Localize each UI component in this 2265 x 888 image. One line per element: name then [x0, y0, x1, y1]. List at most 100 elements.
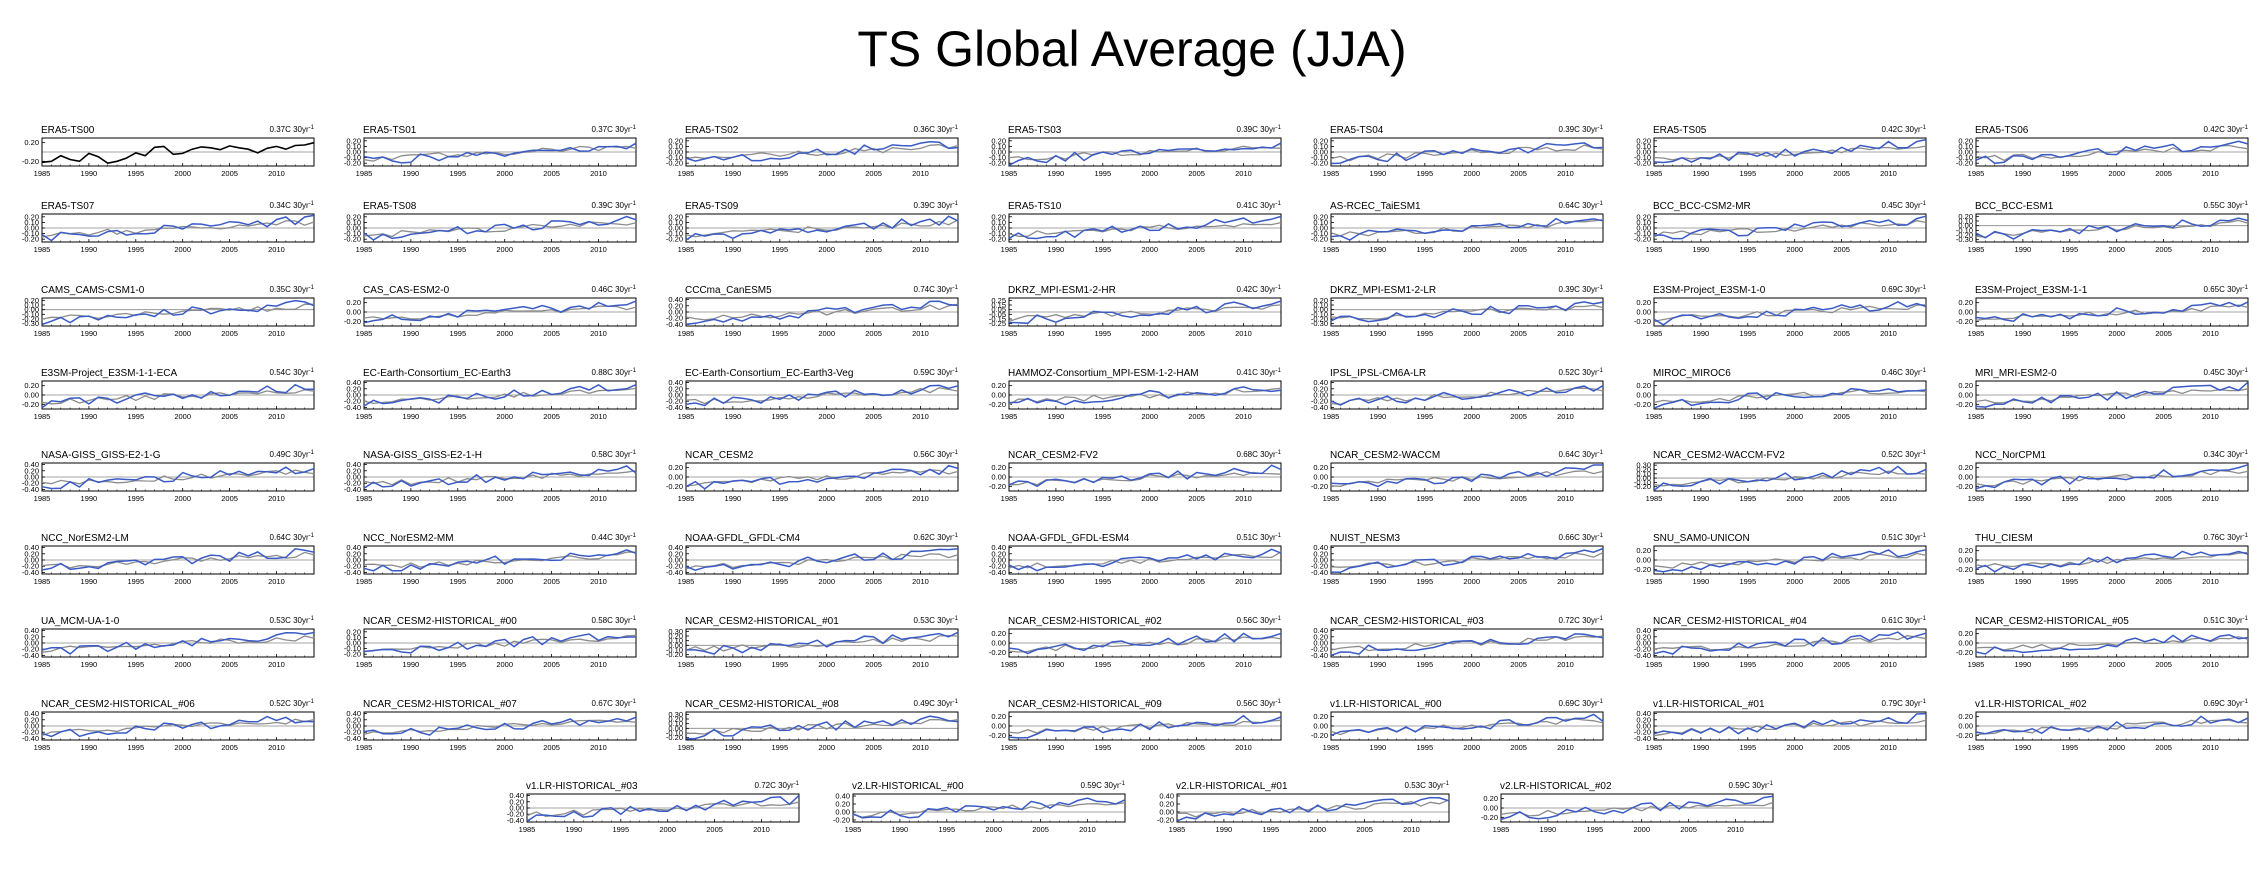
x-tick-label: 1985: [1646, 577, 1663, 586]
y-tick-label: 0.20: [1958, 463, 1973, 472]
x-tick-label: 1990: [403, 329, 420, 338]
y-tick-label: -0.20: [1311, 731, 1328, 740]
series-model: [1975, 301, 2249, 322]
y-tick-label: 0.20: [346, 466, 361, 475]
panel-trend: 0.56C 30yr-1: [1237, 616, 1282, 625]
x-tick-label: 1990: [2015, 577, 2032, 586]
y-tick-label: 0.40: [668, 295, 683, 304]
series-model: [1008, 142, 1282, 166]
series-observation: [363, 551, 637, 568]
x-tick-label: 1990: [1693, 169, 1710, 178]
series-observation: [363, 145, 637, 162]
panel-title: CCCma_CanESM5: [685, 285, 772, 296]
y-tick-label: 0.20: [1958, 546, 1973, 555]
x-tick-label: 2005: [1188, 169, 1205, 178]
x-tick-label: 2000: [818, 494, 835, 503]
y-tick-label: 0.20: [991, 136, 1006, 145]
x-tick-label: 1995: [1739, 329, 1756, 338]
x-tick-label: 2005: [1833, 494, 1850, 503]
y-tick-label: 0.00: [668, 724, 683, 733]
y-tick-label: -0.20: [666, 733, 683, 742]
panel-title: BCC_BCC-CSM2-MR: [1653, 201, 1751, 212]
x-tick-label: 1990: [1693, 412, 1710, 421]
panel-ERA5-TS07: ERA5-TS07 0.34C 30yr-1 -0.20-0.100.000.100…: [22, 201, 315, 254]
x-tick-label: 2005: [2155, 494, 2172, 503]
panel-E3SM-Project_E3SM-1-0: E3SM-Project_E3SM-1-0 0.69C 30yr-1-0.200.…: [1634, 285, 1927, 338]
x-tick-label: 2005: [1356, 825, 1373, 834]
x-tick-label: 2000: [496, 412, 513, 421]
series-observation: [363, 305, 637, 320]
panel-title: AS-RCEC_TaiESM1: [1330, 201, 1421, 212]
x-tick-label: 2010: [2202, 660, 2219, 669]
x-tick-label: 2000: [174, 245, 191, 254]
panel-trend: 0.49C 30yr-1: [270, 450, 315, 459]
x-tick-label: 1995: [1416, 169, 1433, 178]
panel-title: NCAR_CESM2-FV2: [1008, 450, 1098, 461]
y-tick-label: -0.20: [22, 235, 39, 244]
series-model: [1975, 550, 2249, 573]
panel-v2.LR-HISTORICAL_#01: v2.LR-HISTORICAL_#01 0.53C 30yr-1 -0.200.0…: [1157, 781, 1450, 834]
y-tick-label: -0.05: [989, 310, 1006, 319]
x-tick-label: 1985: [1646, 412, 1663, 421]
x-tick-label: 1995: [1416, 743, 1433, 752]
x-tick-label: 2005: [221, 577, 238, 586]
x-tick-label: 1990: [725, 743, 742, 752]
panel-trend: 0.53C 30yr-1: [914, 616, 959, 625]
panel-title: NCAR_CESM2-HISTORICAL_#06: [41, 699, 195, 710]
panel-trend: 0.67C 30yr-1: [592, 699, 637, 708]
x-tick-label: 2000: [174, 169, 191, 178]
x-tick-label: 2000: [174, 412, 191, 421]
panel-title: v1.LR-HISTORICAL_#03: [526, 781, 638, 792]
y-tick-label: 0.00: [24, 722, 39, 731]
y-tick-label: -0.10: [1634, 478, 1651, 487]
x-tick-label: 2000: [496, 169, 513, 178]
panel-trend: 0.52C 30yr-1: [270, 699, 315, 708]
x-tick-label: 2010: [1557, 169, 1574, 178]
x-tick-label: 1985: [1001, 169, 1018, 178]
x-tick-label: 2005: [1188, 412, 1205, 421]
x-tick-label: 2010: [268, 577, 285, 586]
x-tick-label: 1995: [1094, 494, 1111, 503]
y-tick-label: 0.20: [24, 381, 39, 390]
series-observation: [1653, 219, 1927, 238]
panel-title: NCAR_CESM2-HISTORICAL_#02: [1008, 616, 1162, 627]
y-tick-label: -0.20: [344, 397, 361, 406]
y-tick-label: -0.40: [22, 485, 39, 494]
x-tick-label: 1985: [34, 494, 51, 503]
series-observation: [1975, 469, 2249, 487]
panel-MRI_MRI-ESM2-0: MRI_MRI-ESM2-0 0.45C 30yr-1 -0.200.000.20 1…: [1956, 368, 2249, 421]
y-tick-label: 0.20: [991, 212, 1006, 221]
y-tick-label: -0.20: [344, 728, 361, 737]
x-tick-label: 1995: [127, 245, 144, 254]
y-tick-label: 0.20: [1958, 298, 1973, 307]
y-tick-label: 0.20: [1636, 546, 1651, 555]
x-tick-label: 1985: [356, 577, 373, 586]
x-tick-label: 2010: [1880, 329, 1897, 338]
y-tick-label: -0.20: [666, 314, 683, 323]
x-tick-label: 1985: [1968, 245, 1985, 254]
y-tick-label: -0.20: [666, 235, 683, 244]
panel-trend: 0.68C 30yr-1: [1237, 450, 1282, 459]
y-tick-label: -0.20: [1956, 731, 1973, 740]
x-tick-label: 1990: [1048, 494, 1065, 503]
y-tick-label: 0.20: [1636, 632, 1651, 641]
y-tick-label: -0.10: [1311, 153, 1328, 162]
panel-trend: 0.64C 30yr-1: [270, 533, 315, 542]
y-tick-label: 0.20: [668, 136, 683, 145]
series-observation: [1975, 144, 2249, 162]
y-tick-label: 0.00: [1958, 722, 1973, 731]
x-tick-label: 2010: [268, 329, 285, 338]
panel-trend: 0.51C 30yr-1: [1882, 533, 1927, 542]
x-tick-label: 2000: [2108, 494, 2125, 503]
panel-title: v1.LR-HISTORICAL_#01: [1653, 699, 1765, 710]
series-model: [1653, 300, 1927, 326]
panel-title: NCC_NorCPM1: [1975, 450, 2047, 461]
y-tick-label: 0.00: [24, 391, 39, 400]
y-tick-label: 0.00: [1958, 391, 1973, 400]
x-tick-label: 2010: [268, 169, 285, 178]
panel-trend: 0.45C 30yr-1: [1882, 201, 1927, 210]
x-tick-label: 1985: [34, 743, 51, 752]
y-tick-label: 0.20: [24, 549, 39, 558]
y-tick-label: -0.20: [1634, 728, 1651, 737]
y-tick-label: -0.20: [1956, 159, 1973, 168]
